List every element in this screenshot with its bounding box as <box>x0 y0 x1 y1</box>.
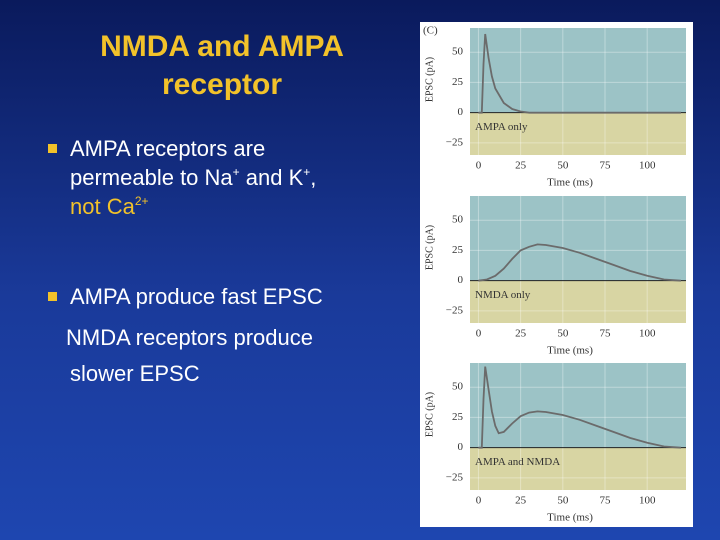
bullet-marker <box>48 292 57 301</box>
epsc-line <box>478 243 681 282</box>
text-run: , <box>310 165 317 190</box>
x-tick-label: 75 <box>600 495 612 507</box>
superscript: + <box>303 165 311 179</box>
y-tick-label: −25 <box>446 471 464 483</box>
y-tick-label: 0 <box>458 274 464 286</box>
y-axis-label: EPSC (pA) <box>424 392 435 437</box>
figure-label: (C) <box>423 25 438 37</box>
x-tick-label: 75 <box>600 328 612 340</box>
x-tick-label: 100 <box>639 328 656 340</box>
x-tick-label: 100 <box>639 495 656 507</box>
x-tick-label: 50 <box>557 160 569 172</box>
plot-area-upper <box>470 28 686 113</box>
text-run: AMPA receptors are <box>70 136 266 161</box>
plot-area-upper <box>470 196 686 281</box>
plot-area-lower <box>470 112 686 155</box>
y-axis-label: EPSC (pA) <box>424 225 435 270</box>
x-tick-label: 75 <box>600 160 612 172</box>
y-tick-label: 50 <box>452 381 464 393</box>
y-tick-label: 50 <box>452 46 464 58</box>
plot-area-upper <box>470 363 686 448</box>
x-axis-label: Time (ms) <box>547 345 593 357</box>
y-tick-label: 25 <box>452 411 464 423</box>
text-line: NMDA receptors produce <box>66 325 313 350</box>
y-tick-label: −25 <box>446 304 464 316</box>
annotation: AMPA only <box>475 121 528 133</box>
y-tick-label: 25 <box>452 244 464 256</box>
annotation: NMDA only <box>475 289 531 301</box>
superscript: 2+ <box>134 194 149 208</box>
bullet-text: AMPA receptors are permeable to Na+ and K… <box>70 134 316 221</box>
text-line: slower EPSC <box>70 361 200 386</box>
y-tick-label: 50 <box>452 214 464 226</box>
epsc-line <box>478 366 681 449</box>
bullet: AMPA produce fast EPSC <box>48 282 323 311</box>
y-axis-label: EPSC (pA) <box>424 57 435 102</box>
x-axis-label: Time (ms) <box>547 512 593 524</box>
x-tick-label: 25 <box>515 328 527 340</box>
x-tick-label: 50 <box>557 495 569 507</box>
annotation: AMPA and NMDA <box>475 456 560 468</box>
text-run: not Ca <box>70 194 135 219</box>
bullet-marker <box>48 144 57 153</box>
plot-area-lower <box>470 280 686 323</box>
x-tick-label: 50 <box>557 328 569 340</box>
y-tick-label: 25 <box>452 76 464 88</box>
x-tick-label: 25 <box>515 495 527 507</box>
note: NMDA receptors produce slower EPSC <box>66 320 313 392</box>
text-run: and K <box>239 165 304 190</box>
bullet-text: AMPA produce fast EPSC <box>70 284 323 309</box>
epsc-line <box>478 33 681 114</box>
y-tick-label: 0 <box>458 106 464 118</box>
x-axis-label: Time (ms) <box>547 177 593 189</box>
superscript: + <box>232 165 240 179</box>
bullet: AMPA receptors are permeable to Na+ and K… <box>48 134 316 221</box>
y-tick-label: 0 <box>458 441 464 453</box>
x-tick-label: 100 <box>639 160 656 172</box>
x-tick-label: 25 <box>515 160 527 172</box>
slide-title: NMDA and AMPA receptor <box>100 30 344 101</box>
x-tick-label: 0 <box>476 495 482 507</box>
x-tick-label: 0 <box>476 160 482 172</box>
x-tick-label: 0 <box>476 328 482 340</box>
y-tick-label: −25 <box>446 136 464 148</box>
plot-area-lower <box>470 447 686 490</box>
text-run: permeable to Na <box>70 165 233 190</box>
